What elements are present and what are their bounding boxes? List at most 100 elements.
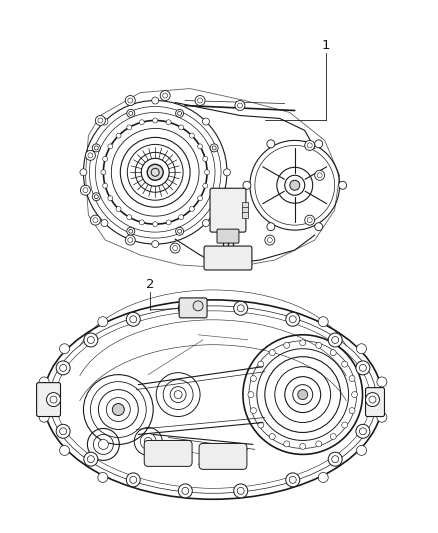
Circle shape — [147, 164, 163, 180]
Circle shape — [284, 441, 290, 447]
Circle shape — [81, 185, 90, 195]
Circle shape — [127, 215, 132, 220]
Circle shape — [102, 156, 108, 161]
Circle shape — [248, 392, 254, 398]
Circle shape — [269, 433, 275, 440]
Circle shape — [127, 125, 132, 130]
Circle shape — [112, 403, 124, 416]
Circle shape — [339, 181, 346, 189]
Circle shape — [101, 170, 106, 175]
Circle shape — [349, 376, 355, 382]
Circle shape — [101, 220, 108, 227]
Circle shape — [80, 169, 87, 176]
Circle shape — [101, 118, 108, 125]
Circle shape — [318, 472, 328, 482]
Bar — [242, 212, 248, 218]
Circle shape — [125, 235, 135, 245]
Circle shape — [127, 109, 135, 117]
Text: 1: 1 — [321, 39, 330, 52]
Circle shape — [152, 97, 159, 104]
Circle shape — [176, 109, 184, 117]
Circle shape — [352, 392, 357, 398]
Circle shape — [56, 361, 70, 375]
FancyBboxPatch shape — [199, 443, 247, 470]
Circle shape — [328, 452, 342, 466]
Circle shape — [357, 446, 367, 455]
Circle shape — [84, 333, 98, 347]
Circle shape — [102, 183, 108, 188]
Circle shape — [223, 169, 230, 176]
Circle shape — [314, 171, 325, 180]
Circle shape — [178, 301, 192, 315]
Circle shape — [210, 144, 218, 152]
Circle shape — [95, 116, 106, 125]
Circle shape — [205, 170, 209, 175]
Circle shape — [234, 301, 248, 315]
Circle shape — [189, 133, 194, 138]
Circle shape — [258, 361, 264, 367]
Circle shape — [152, 240, 159, 247]
Circle shape — [125, 95, 135, 106]
Circle shape — [203, 183, 208, 188]
Circle shape — [300, 443, 306, 449]
Circle shape — [328, 333, 342, 347]
FancyBboxPatch shape — [210, 188, 246, 232]
Circle shape — [193, 301, 203, 311]
Bar — [242, 202, 248, 208]
Circle shape — [251, 376, 256, 382]
Circle shape — [265, 235, 275, 245]
Circle shape — [178, 484, 192, 498]
Circle shape — [116, 206, 121, 212]
Circle shape — [126, 473, 140, 487]
Circle shape — [174, 391, 182, 399]
Circle shape — [108, 144, 113, 149]
Circle shape — [92, 193, 100, 201]
Circle shape — [39, 377, 49, 387]
FancyBboxPatch shape — [144, 440, 192, 466]
Circle shape — [127, 227, 135, 235]
Circle shape — [202, 118, 209, 125]
Circle shape — [314, 223, 323, 231]
Circle shape — [269, 350, 275, 356]
Circle shape — [356, 424, 370, 438]
Circle shape — [342, 422, 348, 428]
Circle shape — [99, 439, 108, 449]
Circle shape — [176, 227, 184, 235]
Circle shape — [290, 180, 300, 190]
Circle shape — [108, 196, 113, 201]
Circle shape — [139, 120, 144, 125]
FancyBboxPatch shape — [179, 298, 207, 318]
Circle shape — [139, 220, 144, 225]
Circle shape — [349, 408, 355, 414]
Circle shape — [198, 196, 203, 201]
Circle shape — [179, 215, 184, 220]
Circle shape — [234, 484, 248, 498]
Circle shape — [243, 181, 251, 189]
Circle shape — [98, 317, 108, 327]
Circle shape — [84, 452, 98, 466]
Circle shape — [189, 206, 194, 212]
Circle shape — [202, 220, 209, 227]
Circle shape — [198, 144, 203, 149]
Circle shape — [366, 393, 379, 407]
Circle shape — [258, 422, 264, 428]
Circle shape — [330, 350, 336, 356]
Circle shape — [144, 438, 152, 446]
Circle shape — [90, 215, 100, 225]
Circle shape — [166, 220, 171, 225]
Circle shape — [166, 120, 171, 125]
Circle shape — [235, 101, 245, 110]
Circle shape — [342, 361, 348, 367]
Circle shape — [160, 91, 170, 101]
Circle shape — [267, 140, 275, 148]
Circle shape — [300, 340, 306, 346]
Circle shape — [305, 215, 314, 225]
Circle shape — [267, 223, 275, 231]
Circle shape — [286, 312, 300, 326]
Circle shape — [153, 118, 158, 123]
Circle shape — [56, 424, 70, 438]
Circle shape — [357, 344, 367, 354]
Circle shape — [60, 446, 70, 455]
Circle shape — [377, 377, 387, 387]
FancyBboxPatch shape — [366, 387, 385, 416]
